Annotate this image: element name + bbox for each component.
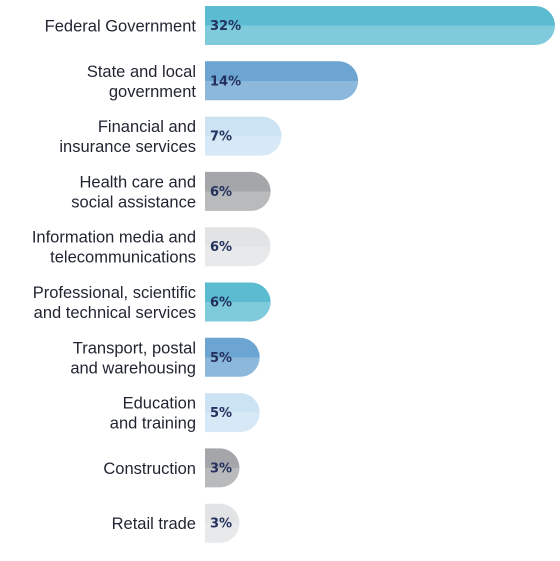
bar-3 <box>205 116 282 156</box>
category-label-9: Construction <box>103 460 196 478</box>
category-label-6: Professional, scientific and technical se… <box>33 284 196 322</box>
bar-9 <box>205 448 240 488</box>
value-label-9: 3% <box>210 461 232 476</box>
bar-10 <box>205 503 240 543</box>
category-label-10: Retail trade <box>112 515 196 533</box>
bar-4 <box>205 171 271 211</box>
bar-2 <box>205 61 359 101</box>
bar-7 <box>205 337 260 377</box>
value-label-6: 6% <box>210 296 232 311</box>
value-label-10: 3% <box>210 517 232 532</box>
category-label-2: State and local government <box>87 63 197 101</box>
value-label-5: 6% <box>210 240 232 255</box>
bar-5 <box>205 227 271 267</box>
value-label-8: 5% <box>210 406 232 421</box>
category-label-4: Health care and social assistance <box>71 173 196 211</box>
category-label-7: Transport, postal and warehousing <box>70 339 196 377</box>
bar-8 <box>205 393 260 433</box>
bar-6 <box>205 282 271 322</box>
value-label-1: 32% <box>210 19 241 34</box>
value-label-2: 14% <box>210 74 241 89</box>
category-label-8: Education and training <box>110 395 196 433</box>
value-label-4: 6% <box>210 185 232 200</box>
bar-1 <box>205 6 555 45</box>
category-label-1: Federal Government <box>45 18 197 36</box>
category-label-5: Information media and telecommunications <box>32 229 196 267</box>
category-label-3: Financial and insurance services <box>59 118 196 156</box>
value-label-3: 7% <box>210 130 232 145</box>
value-label-7: 5% <box>210 351 232 366</box>
